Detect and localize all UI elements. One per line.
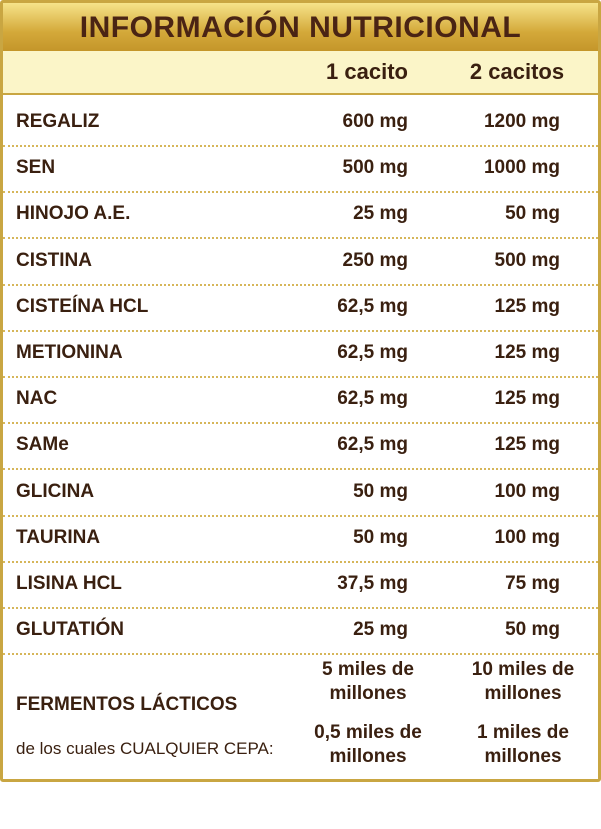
cell-value: 1200 mg [483, 111, 560, 132]
table-row: HINOJO A.E. 25 mg 50 mg [3, 191, 598, 240]
cell-name: CISTEÍNA HCL [16, 295, 149, 317]
cell-value: 500 mg [494, 249, 560, 271]
cell-value: 500 mg [342, 157, 408, 179]
cell-value: 50 mg [505, 203, 560, 225]
title: INFORMACIÓN NUTRICIONAL [3, 3, 598, 51]
table-row: NAC 62,5 mg 125 mg [3, 376, 598, 425]
table-row: METIONINA 62,5 mg 125 mg [3, 330, 598, 378]
cell-value: 62,5 mg [337, 388, 408, 410]
cell-value: 37,5 mg [337, 573, 408, 594]
cell-name: HINOJO A.E. [16, 203, 131, 225]
footer-value: 10 miles de millones [471, 659, 575, 704]
cell-name: GLICINA [16, 480, 95, 502]
column-label: 2 cacitos [469, 59, 565, 84]
cell-value: 62,5 mg [337, 434, 408, 456]
cell-name: GLUTATIÓN [16, 619, 124, 641]
column-header: 1 cacito 2 cacitos [3, 51, 598, 95]
cell-name: METIONINA [16, 342, 123, 363]
cell-value: 250 mg [342, 249, 408, 271]
footer-name: FERMENTOS LÁCTICOS [16, 694, 238, 715]
footer-value: 5 miles de millones [322, 659, 414, 704]
cell-value: 62,5 mg [337, 342, 408, 363]
table-row: LISINA HCL 37,5 mg 75 mg [3, 561, 598, 609]
cell-name: SEN [16, 157, 56, 179]
table-row: REGALIZ 600 mg 1200 mg [3, 99, 598, 147]
footer-value: 1 miles de millones [477, 722, 569, 767]
cell-name: CISTINA [16, 249, 92, 271]
cell-value: 125 mg [494, 342, 560, 363]
table-row: GLUTATIÓN 25 mg 50 mg [3, 607, 598, 656]
cell-value: 100 mg [494, 480, 560, 502]
table-row: SEN 500 mg 1000 mg [3, 145, 598, 194]
cell-value: 125 mg [494, 434, 560, 456]
cell-value: 50 mg [353, 526, 408, 548]
column-label: 1 cacito [326, 59, 408, 84]
table-row: TAURINA 50 mg 100 mg [3, 515, 598, 563]
cell-value: 62,5 mg [337, 295, 408, 317]
cell-name: SAMe [16, 434, 69, 456]
table-row: CISTINA 250 mg 500 mg [3, 238, 598, 286]
cell-value: 25 mg [353, 619, 408, 641]
table-row: GLICINA 50 mg 100 mg [3, 469, 598, 517]
cell-value: 25 mg [353, 203, 408, 225]
cell-name: NAC [16, 388, 58, 410]
cell-value: 50 mg [505, 619, 560, 641]
cell-value: 125 mg [494, 295, 560, 317]
cell-value: 75 mg [505, 573, 560, 594]
cell-name: REGALIZ [16, 111, 100, 132]
cell-value: 50 mg [353, 480, 408, 502]
footer-note: de los cuales CUALQUIER CEPA: [16, 739, 274, 758]
cell-name: LISINA HCL [16, 573, 122, 594]
cell-value: 1000 mg [483, 157, 560, 179]
nutrition-panel: INFORMACIÓN NUTRICIONAL 1 cacito 2 cacit… [0, 0, 601, 782]
cell-name: TAURINA [16, 526, 101, 548]
footer-value: 0,5 miles de millones [314, 722, 422, 767]
cell-value: 125 mg [494, 388, 560, 410]
table-row: CISTEÍNA HCL 62,5 mg 125 mg [3, 284, 598, 332]
cell-value: 600 mg [342, 111, 408, 132]
cell-value: 100 mg [494, 526, 560, 548]
table-row: SAMe 62,5 mg 125 mg [3, 422, 598, 471]
